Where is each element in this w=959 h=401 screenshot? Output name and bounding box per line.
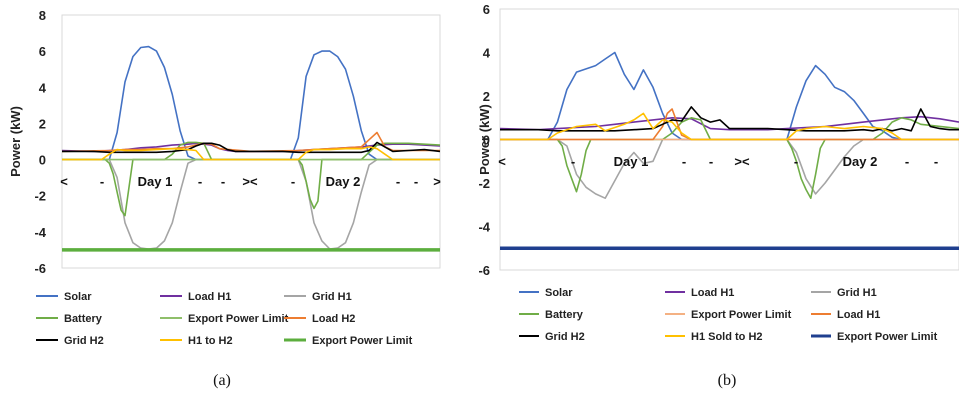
series-line-load-h2 [61, 131, 440, 153]
x-category-label: - [682, 154, 686, 169]
x-category-label: Day 2 [843, 154, 878, 169]
legend-label: Load H2 [312, 313, 355, 325]
y-tick-label: 4 [39, 80, 47, 95]
y-tick-label: 2 [483, 89, 490, 104]
x-category-label: >< [242, 174, 258, 189]
legend-label: Grid H2 [545, 331, 585, 343]
legend-label: Load H1 [691, 287, 734, 299]
y-tick-label: 4 [483, 46, 491, 61]
legend-label: Grid H1 [837, 287, 877, 299]
series-line-h1-sold-to-h2 [500, 112, 959, 141]
x-category-label: - [934, 154, 938, 169]
plot-area [61, 14, 441, 269]
y-tick-label: 0 [483, 133, 490, 148]
x-category-label: - [794, 154, 798, 169]
x-category-label: - [396, 174, 400, 189]
legend-label: Export Power Limit [691, 309, 792, 321]
legend-label: H1 to H2 [188, 335, 233, 347]
legend-label: Load H1 [837, 309, 880, 321]
y-tick-label: 0 [39, 153, 46, 168]
legend-label: Battery [545, 309, 584, 321]
legend-label: Battery [64, 313, 103, 325]
y-axis-label: Power (kW) [8, 106, 23, 177]
series-line-grid-h1 [62, 158, 440, 250]
legend-label: Grid H1 [312, 291, 352, 303]
x-category-label: - [709, 154, 713, 169]
y-tick-label: -2 [478, 176, 490, 191]
y-axis-label: Power (kW) [477, 104, 492, 175]
y-tick-label: -2 [34, 189, 46, 204]
x-category-label: Day 1 [614, 154, 649, 169]
y-tick-label: -6 [478, 263, 490, 278]
x-category-label: > [433, 174, 441, 189]
figure-caption: (a) [213, 372, 231, 389]
legend-label: H1 Sold to H2 [691, 331, 763, 343]
x-category-label: < [60, 174, 68, 189]
x-category-label: - [414, 174, 418, 189]
x-category-label: - [905, 154, 909, 169]
series-line-grid-h2 [62, 141, 441, 154]
legend-label: Solar [545, 287, 573, 299]
x-category-label: - [291, 174, 295, 189]
legend-label: Export Power Limit [837, 331, 938, 343]
x-category-label: - [100, 174, 104, 189]
y-tick-label: -4 [478, 220, 490, 235]
series-line-h1-to-h2 [62, 146, 440, 161]
legend-label: Load H1 [188, 291, 231, 303]
y-tick-label: 2 [39, 116, 46, 131]
y-tick-label: 6 [483, 2, 490, 17]
y-tick-label: -6 [34, 261, 46, 276]
legend-label: Export Power Limit [188, 313, 289, 325]
x-category-label: - [221, 174, 225, 189]
chart-b: 6 4 2 0 -2 -4 -6 Power (kW) < - Day 1 - - >< - Day 2 - - S… [477, 2, 959, 389]
series-line-load-h1 [499, 115, 959, 131]
x-category-label: Day 1 [138, 174, 173, 189]
series-line-grid-h2 [500, 106, 959, 132]
legend-label: Solar [64, 291, 92, 303]
legend-label: Grid H2 [64, 335, 104, 347]
legend-label: Export Power Limit [312, 335, 413, 347]
y-tick-label: 6 [39, 44, 46, 59]
y-tick-label: 8 [39, 8, 46, 23]
x-category-label: >< [734, 154, 750, 169]
figure-caption: (b) [718, 372, 737, 389]
x-category-label: Day 2 [326, 174, 361, 189]
x-category-label: - [198, 174, 202, 189]
x-category-label: < [498, 154, 506, 169]
series-line-solar [500, 51, 959, 141]
y-tick-label: -4 [34, 225, 46, 240]
x-category-label: - [571, 154, 575, 169]
